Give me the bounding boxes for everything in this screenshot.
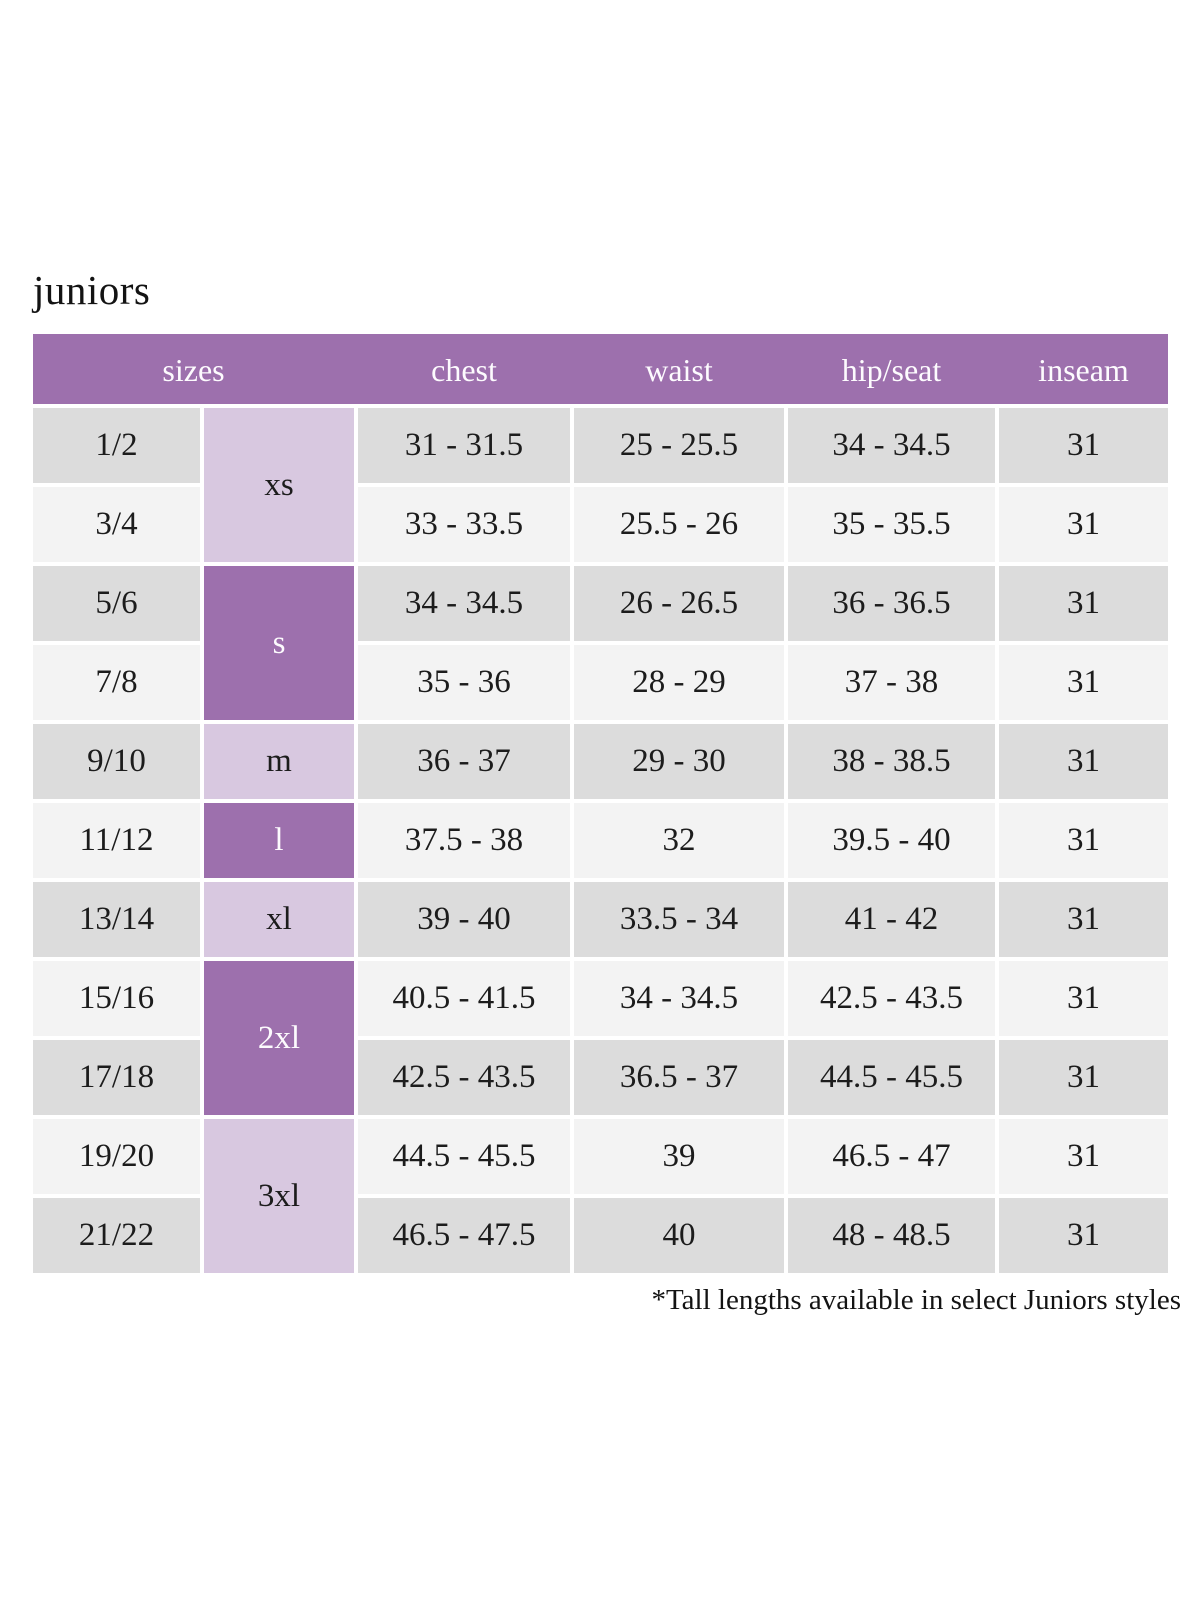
letter-size-cell-3xl: 3xl (204, 1119, 354, 1273)
hip-seat-cell: 42.5 - 43.5 (788, 961, 995, 1036)
inseam-cell: 31 (999, 487, 1168, 562)
waist-cell: 39 (574, 1119, 784, 1194)
inseam-cell: 31 (999, 961, 1168, 1036)
chest-cell: 39 - 40 (358, 882, 570, 957)
size-cell: 17/18 (33, 1040, 200, 1115)
page-title: juniors (33, 267, 151, 313)
hip-seat-cell: 39.5 - 40 (788, 803, 995, 878)
hip-seat-cell: 37 - 38 (788, 645, 995, 720)
letter-size-cell-l: l (204, 803, 354, 878)
chest-cell: 36 - 37 (358, 724, 570, 799)
size-cell: 9/10 (33, 724, 200, 799)
size-cell: 21/22 (33, 1198, 200, 1273)
chest-cell: 35 - 36 (358, 645, 570, 720)
hip-seat-cell: 36 - 36.5 (788, 566, 995, 641)
inseam-cell: 31 (999, 803, 1168, 878)
size-cell: 13/14 (33, 882, 200, 957)
waist-cell: 36.5 - 37 (574, 1040, 784, 1115)
size-cell: 1/2 (33, 408, 200, 483)
size-cell: 19/20 (33, 1119, 200, 1194)
juniors-size-table: sizes chest waist hip/seat inseam 1/2 31 … (33, 334, 1168, 1273)
waist-cell: 25.5 - 26 (574, 487, 784, 562)
inseam-cell: 31 (999, 1040, 1168, 1115)
inseam-cell: 31 (999, 1198, 1168, 1273)
letter-size-cell-xs: xs (204, 408, 354, 562)
waist-cell: 26 - 26.5 (574, 566, 784, 641)
table-header-row: sizes chest waist hip/seat inseam (33, 334, 1168, 404)
letter-size-cell-2xl: 2xl (204, 961, 354, 1115)
chest-cell: 46.5 - 47.5 (358, 1198, 570, 1273)
chest-cell: 34 - 34.5 (358, 566, 570, 641)
size-cell: 7/8 (33, 645, 200, 720)
waist-cell: 28 - 29 (574, 645, 784, 720)
tall-lengths-footnote: *Tall lengths available in select Junior… (651, 1284, 1181, 1316)
size-cell: 3/4 (33, 487, 200, 562)
size-cell: 5/6 (33, 566, 200, 641)
size-cell: 15/16 (33, 961, 200, 1036)
letter-size-cell-s: s (204, 566, 354, 720)
inseam-cell: 31 (999, 724, 1168, 799)
header-inseam: inseam (1038, 352, 1129, 388)
waist-cell: 34 - 34.5 (574, 961, 784, 1036)
header-waist: waist (645, 352, 713, 388)
waist-cell: 33.5 - 34 (574, 882, 784, 957)
inseam-cell: 31 (999, 408, 1168, 483)
size-cell: 11/12 (33, 803, 200, 878)
hip-seat-cell: 38 - 38.5 (788, 724, 995, 799)
hip-seat-cell: 48 - 48.5 (788, 1198, 995, 1273)
waist-cell: 32 (574, 803, 784, 878)
inseam-cell: 31 (999, 882, 1168, 957)
hip-seat-cell: 44.5 - 45.5 (788, 1040, 995, 1115)
header-hip-seat: hip/seat (841, 352, 942, 388)
inseam-cell: 31 (999, 645, 1168, 720)
hip-seat-cell: 35 - 35.5 (788, 487, 995, 562)
waist-cell: 29 - 30 (574, 724, 784, 799)
chest-cell: 44.5 - 45.5 (358, 1119, 570, 1194)
inseam-cell: 31 (999, 1119, 1168, 1194)
hip-seat-cell: 41 - 42 (788, 882, 995, 957)
chest-cell: 40.5 - 41.5 (358, 961, 570, 1036)
chest-cell: 33 - 33.5 (358, 487, 570, 562)
hip-seat-cell: 46.5 - 47 (788, 1119, 995, 1194)
header-chest: chest (431, 352, 497, 388)
letter-size-cell-xl: xl (204, 882, 354, 957)
letter-size-cell-m: m (204, 724, 354, 799)
header-sizes: sizes (162, 352, 225, 388)
chest-cell: 42.5 - 43.5 (358, 1040, 570, 1115)
waist-cell: 25 - 25.5 (574, 408, 784, 483)
chest-cell: 31 - 31.5 (358, 408, 570, 483)
hip-seat-cell: 34 - 34.5 (788, 408, 995, 483)
chest-cell: 37.5 - 38 (358, 803, 570, 878)
waist-cell: 40 (574, 1198, 784, 1273)
inseam-cell: 31 (999, 566, 1168, 641)
